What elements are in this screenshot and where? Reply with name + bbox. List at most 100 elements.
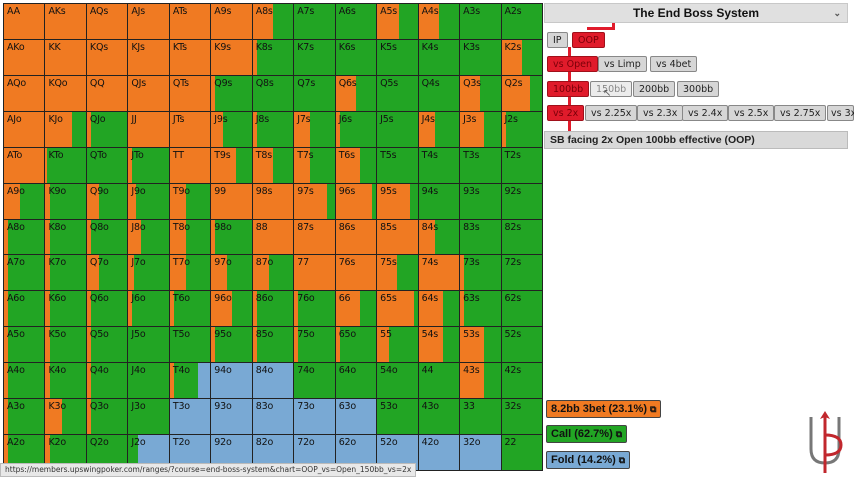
hand-cell-54s[interactable]: 54s xyxy=(418,327,460,363)
hand-cell-A5s[interactable]: A5s xyxy=(377,4,418,39)
hand-cell-76o[interactable]: 76o xyxy=(294,291,335,327)
hand-cell-A5o[interactable]: A5o xyxy=(4,327,45,363)
hand-cell-KQo[interactable]: KQo xyxy=(45,75,86,111)
hand-cell-85s[interactable]: 85s xyxy=(377,219,418,255)
hand-cell-K2s[interactable]: K2s xyxy=(501,39,542,75)
hand-cell-87s[interactable]: 87s xyxy=(294,219,335,255)
position-oop-button[interactable]: OOP xyxy=(572,32,605,48)
hand-cell-A3s[interactable]: A3s xyxy=(460,4,501,39)
hand-cell-JTs[interactable]: JTs xyxy=(169,111,211,147)
hand-cell-A6s[interactable]: A6s xyxy=(335,4,377,39)
hand-cell-KQs[interactable]: KQs xyxy=(86,39,128,75)
hand-cell-94s[interactable]: 94s xyxy=(418,183,460,219)
hand-cell-95s[interactable]: 95s xyxy=(377,183,418,219)
hand-cell-99[interactable]: 99 xyxy=(211,183,252,219)
hand-cell-93o[interactable]: 93o xyxy=(211,399,252,435)
hand-cell-J4s[interactable]: J4s xyxy=(418,111,460,147)
hand-cell-AKs[interactable]: AKs xyxy=(45,4,86,39)
hand-cell-AQs[interactable]: AQs xyxy=(86,4,128,39)
hand-cell-A8s[interactable]: A8s xyxy=(252,4,294,39)
hand-cell-T8s[interactable]: T8s xyxy=(252,147,294,183)
hand-cell-62s[interactable]: 62s xyxy=(501,291,542,327)
hand-cell-T5o[interactable]: T5o xyxy=(169,327,211,363)
hand-cell-87o[interactable]: 87o xyxy=(252,255,294,291)
hand-cell-83o[interactable]: 83o xyxy=(252,399,294,435)
hand-cell-55[interactable]: 55 xyxy=(377,327,418,363)
hand-cell-T4o[interactable]: T4o xyxy=(169,363,211,399)
hand-cell-J5s[interactable]: J5s xyxy=(377,111,418,147)
hand-cell-K9s[interactable]: K9s xyxy=(211,39,252,75)
hand-cell-64s[interactable]: 64s xyxy=(418,291,460,327)
hand-cell-J3s[interactable]: J3s xyxy=(460,111,501,147)
hand-cell-64o[interactable]: 64o xyxy=(335,363,377,399)
hand-cell-98o[interactable]: 98o xyxy=(211,219,252,255)
size-2-3x-button[interactable]: vs 2.3x xyxy=(637,105,684,121)
hand-cell-86o[interactable]: 86o xyxy=(252,291,294,327)
hand-cell-K5o[interactable]: K5o xyxy=(45,327,86,363)
hand-cell-AKo[interactable]: AKo xyxy=(4,39,45,75)
hand-cell-63o[interactable]: 63o xyxy=(335,399,377,435)
hand-cell-T7o[interactable]: T7o xyxy=(169,255,211,291)
hand-cell-Q6o[interactable]: Q6o xyxy=(86,291,128,327)
hand-cell-95o[interactable]: 95o xyxy=(211,327,252,363)
hand-cell-J6o[interactable]: J6o xyxy=(128,291,169,327)
hand-cell-K3o[interactable]: K3o xyxy=(45,399,86,435)
hand-cell-Q3o[interactable]: Q3o xyxy=(86,399,128,435)
hand-cell-97o[interactable]: 97o xyxy=(211,255,252,291)
hand-cell-22[interactable]: 22 xyxy=(501,435,542,470)
hand-cell-82s[interactable]: 82s xyxy=(501,219,542,255)
hand-cell-83s[interactable]: 83s xyxy=(460,219,501,255)
hand-cell-63s[interactable]: 63s xyxy=(460,291,501,327)
hand-cell-KTs[interactable]: KTs xyxy=(169,39,211,75)
hand-cell-KJs[interactable]: KJs xyxy=(128,39,169,75)
hand-cell-K6o[interactable]: K6o xyxy=(45,291,86,327)
hand-cell-A3o[interactable]: A3o xyxy=(4,399,45,435)
hand-cell-J7s[interactable]: J7s xyxy=(294,111,335,147)
hand-cell-A4s[interactable]: A4s xyxy=(418,4,460,39)
hand-cell-43o[interactable]: 43o xyxy=(418,399,460,435)
hand-cell-92s[interactable]: 92s xyxy=(501,183,542,219)
hand-cell-K4o[interactable]: K4o xyxy=(45,363,86,399)
hand-cell-KTo[interactable]: KTo xyxy=(45,147,86,183)
hand-cell-44[interactable]: 44 xyxy=(418,363,460,399)
hand-cell-Q9s[interactable]: Q9s xyxy=(211,75,252,111)
stack-100bb-button[interactable]: 100bb xyxy=(547,81,590,97)
hand-cell-T7s[interactable]: T7s xyxy=(294,147,335,183)
vs-limp-button[interactable]: vs Limp xyxy=(598,56,647,72)
hand-cell-J7o[interactable]: J7o xyxy=(128,255,169,291)
system-title[interactable]: The End Boss System ⌄ xyxy=(544,3,848,23)
stack-300bb-button[interactable]: 300bb xyxy=(677,81,720,97)
hand-cell-Q8o[interactable]: Q8o xyxy=(86,219,128,255)
hand-cell-K5s[interactable]: K5s xyxy=(377,39,418,75)
hand-cell-T3s[interactable]: T3s xyxy=(460,147,501,183)
hand-cell-AJs[interactable]: AJs xyxy=(128,4,169,39)
vs-open-button[interactable]: vs Open xyxy=(547,56,598,72)
size-2-4x-button[interactable]: vs 2.4x xyxy=(682,105,729,121)
hand-cell-Q2s[interactable]: Q2s xyxy=(501,75,542,111)
hand-cell-J9o[interactable]: J9o xyxy=(128,183,169,219)
hand-cell-65s[interactable]: 65s xyxy=(377,291,418,327)
hand-cell-96s[interactable]: 96s xyxy=(335,183,377,219)
hand-cell-76s[interactable]: 76s xyxy=(335,255,377,291)
hand-cell-AA[interactable]: AA xyxy=(4,4,45,39)
hand-cell-T6o[interactable]: T6o xyxy=(169,291,211,327)
hand-cell-Q5o[interactable]: Q5o xyxy=(86,327,128,363)
hand-cell-Q6s[interactable]: Q6s xyxy=(335,75,377,111)
hand-cell-A7o[interactable]: A7o xyxy=(4,255,45,291)
size-2-25x-button[interactable]: vs 2.25x xyxy=(585,105,638,121)
hand-cell-97s[interactable]: 97s xyxy=(294,183,335,219)
hand-cell-65o[interactable]: 65o xyxy=(335,327,377,363)
size-2-5x-button[interactable]: vs 2.5x xyxy=(728,105,775,121)
hand-cell-ATs[interactable]: ATs xyxy=(169,4,211,39)
hand-cell-42o[interactable]: 42o xyxy=(418,435,460,470)
stack-200bb-button[interactable]: 200bb xyxy=(633,81,676,97)
hand-cell-A9o[interactable]: A9o xyxy=(4,183,45,219)
hand-cell-77[interactable]: 77 xyxy=(294,255,335,291)
hand-cell-JJ[interactable]: JJ xyxy=(128,111,169,147)
hand-cell-QTs[interactable]: QTs xyxy=(169,75,211,111)
hand-cell-A4o[interactable]: A4o xyxy=(4,363,45,399)
hand-cell-Q7o[interactable]: Q7o xyxy=(86,255,128,291)
hand-cell-T5s[interactable]: T5s xyxy=(377,147,418,183)
size-2x-button[interactable]: vs 2x xyxy=(547,105,585,121)
hand-cell-TT[interactable]: TT xyxy=(169,147,211,183)
